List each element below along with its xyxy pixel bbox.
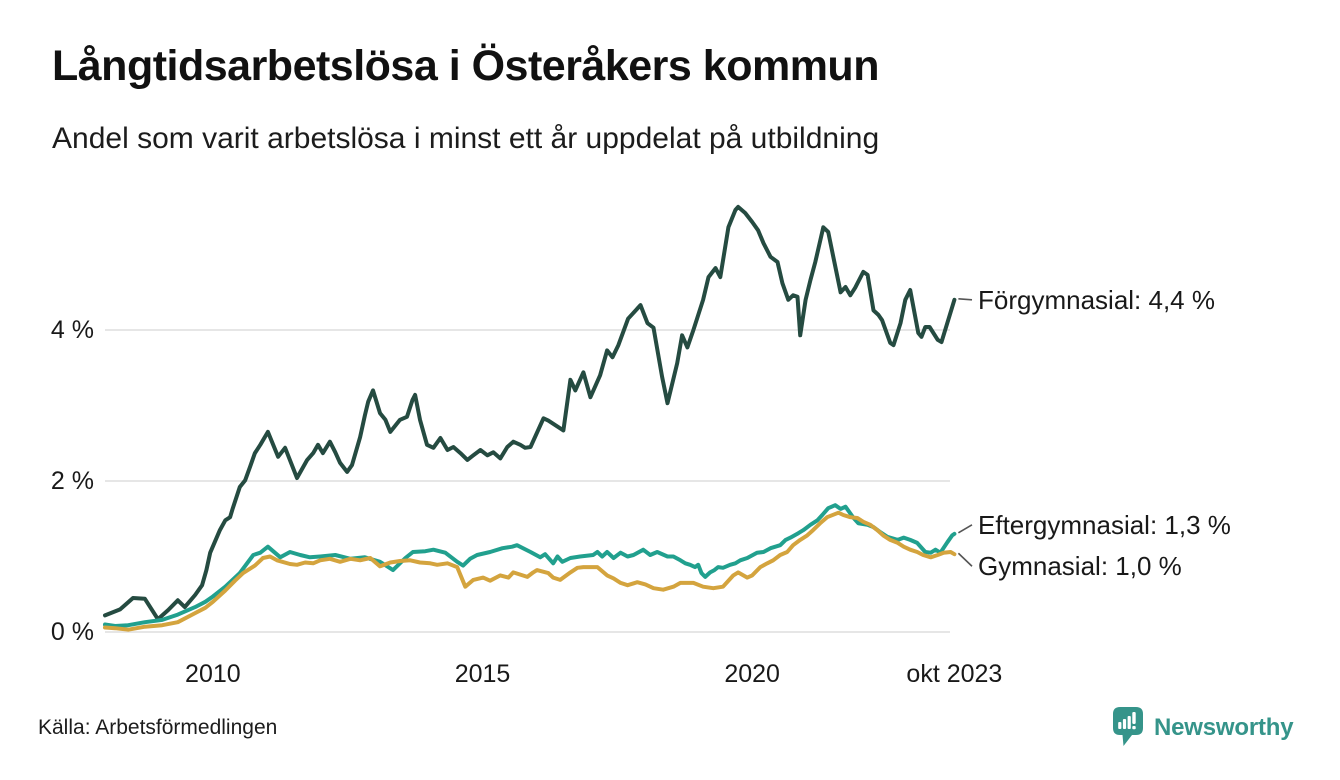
legend-connector-eftergymnasial [957, 524, 973, 534]
legend-connector-gymnasial [957, 552, 973, 567]
chart-subtitle: Andel som varit arbetslösa i minst ett å… [52, 122, 880, 155]
series-line-forgymnasial [103, 204, 957, 622]
x-tick-label-okt-2023: okt 2023 [906, 660, 1003, 688]
series-end-label-gymnasial: Gymnasial: 1,0 % [978, 551, 1182, 582]
y-tick-label-0: 0 % [50, 618, 94, 646]
newsworthy-logo-icon [1113, 707, 1143, 746]
x-tick-label-2020: 2020 [724, 660, 780, 688]
series-end-label-forgymnasial: Förgymnasial: 4,4 % [978, 284, 1215, 315]
series-lines [103, 204, 957, 632]
source-note: Källa: Arbetsförmedlingen [38, 716, 278, 739]
newsworthy-wordmark: Newsworthy [1154, 714, 1294, 741]
legend-connector-forgymnasial [958, 298, 973, 301]
series-end-label-eftergymnasial: Eftergymnasial: 1,3 % [978, 509, 1231, 540]
x-tick-label-2010: 2010 [185, 660, 241, 688]
x-tick-label-2015: 2015 [454, 660, 511, 688]
legend-connectors [957, 298, 973, 567]
y-tick-label-4: 4 % [50, 316, 94, 344]
newsworthy-logo[interactable]: Newsworthy [1113, 702, 1294, 754]
y-tick-label-2: 2 % [50, 467, 94, 495]
series-line-gymnasial [103, 510, 957, 632]
series-line-eftergymnasial [103, 503, 957, 628]
chart-title: Långtidsarbetslösa i Österåkers kommun [52, 42, 879, 90]
